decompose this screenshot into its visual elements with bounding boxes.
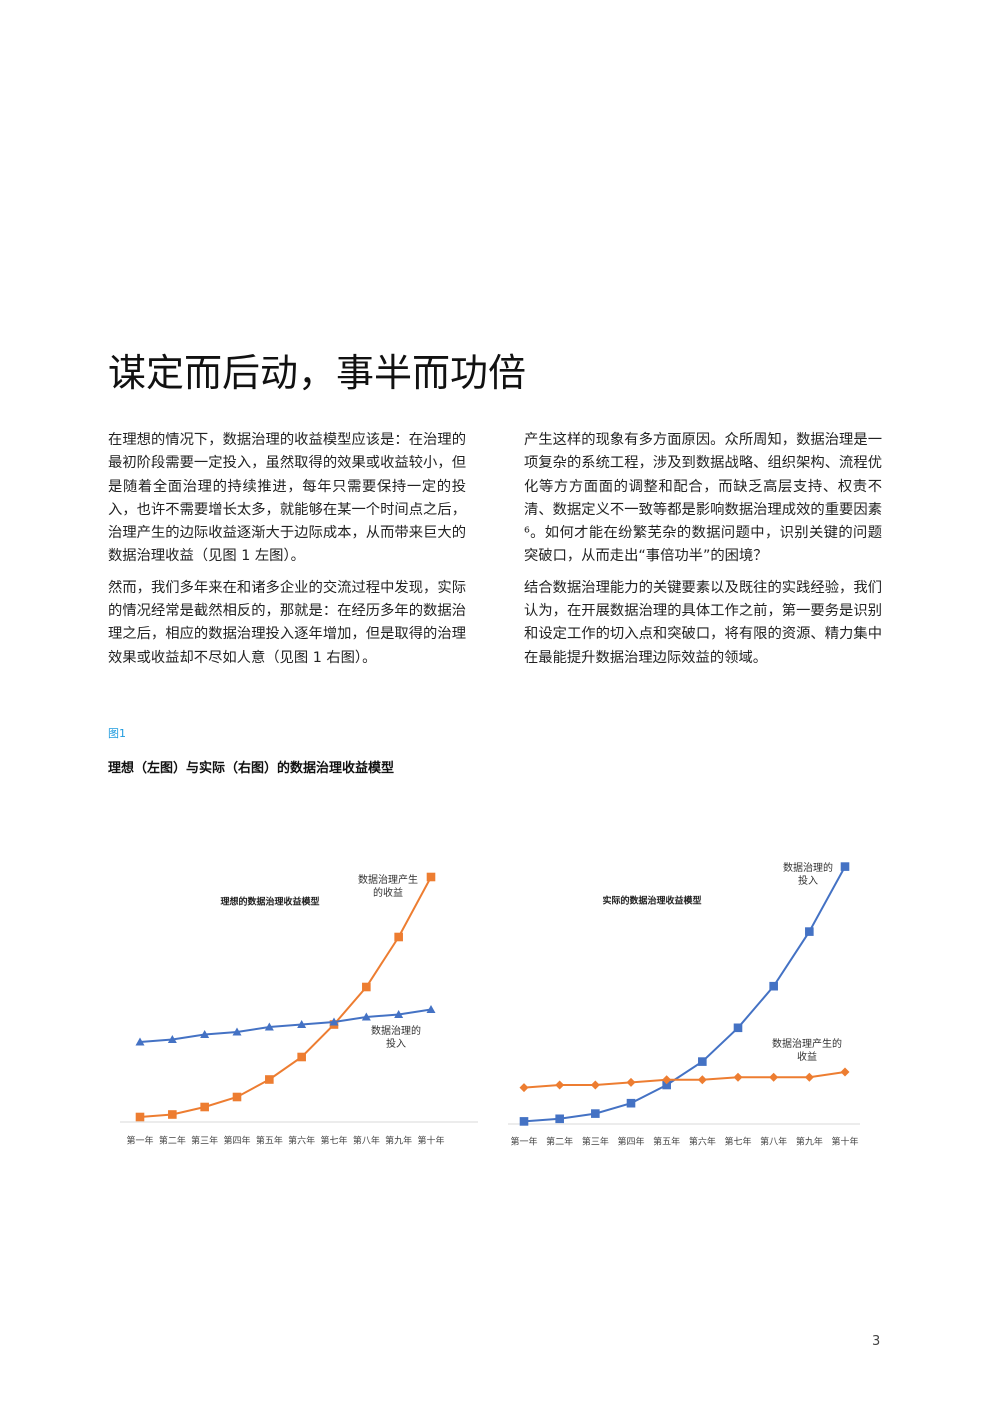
chart-title: 实际的数据治理收益模型 <box>602 895 701 907</box>
x-tick-label: 第三年 <box>191 1135 218 1147</box>
marker <box>805 927 814 936</box>
chart-title: 理想的数据治理收益模型 <box>220 896 319 908</box>
marker <box>519 1083 529 1093</box>
x-tick-label: 第五年 <box>256 1135 283 1147</box>
marker <box>265 1075 274 1084</box>
marker <box>135 1037 145 1046</box>
x-tick-label: 第八年 <box>353 1135 380 1147</box>
x-tick-label: 第二年 <box>159 1135 186 1147</box>
marker <box>426 1005 436 1013</box>
x-tick-label: 第四年 <box>223 1135 250 1147</box>
marker <box>697 1075 707 1085</box>
marker <box>626 1098 636 1108</box>
series-label: 数据治理产生的收益 <box>772 1039 842 1063</box>
marker <box>329 1017 339 1026</box>
marker <box>591 1109 600 1118</box>
page-title: 谋定而后动，事半而功倍 <box>108 351 527 395</box>
marker <box>840 1067 850 1077</box>
marker <box>733 1023 743 1033</box>
marker <box>167 1035 177 1043</box>
text-column: 产生这样的现象有多方面原因。众所周知，数据治理是一项复杂的系统工程，涉及到数据战… <box>524 429 882 678</box>
x-tick-label: 第八年 <box>760 1136 787 1148</box>
page-number: 3 <box>872 1334 881 1349</box>
marker <box>555 1080 565 1090</box>
marker <box>297 1052 306 1062</box>
marker <box>698 1057 707 1066</box>
x-tick-label: 第四年 <box>617 1136 644 1148</box>
marker <box>264 1022 274 1031</box>
text-column: 在理想的情况下，数据治理的收益模型应该是：在治理的最初阶段需要一定投入，虽然取得… <box>108 429 466 678</box>
figure-label: 图1 <box>108 727 126 740</box>
marker <box>394 1010 404 1018</box>
marker <box>769 1072 779 1082</box>
figure-caption: 理想（左图）与实际（右图）的数据治理收益模型 <box>108 761 395 776</box>
x-tick-label: 第十年 <box>831 1136 858 1148</box>
marker <box>135 1112 145 1122</box>
marker <box>232 1092 242 1102</box>
marker <box>840 862 850 871</box>
x-tick-label: 第六年 <box>288 1135 315 1147</box>
x-tick-label: 第一年 <box>126 1135 153 1147</box>
series-line <box>523 866 846 1123</box>
marker <box>769 981 778 991</box>
series-label: 数据治理的投入 <box>371 1026 421 1050</box>
marker <box>200 1102 209 1112</box>
marker <box>626 1077 636 1087</box>
marker <box>662 1075 672 1085</box>
marker <box>590 1080 600 1090</box>
marker <box>168 1110 177 1119</box>
marker <box>394 932 403 942</box>
x-tick-label: 第九年 <box>385 1135 412 1147</box>
series-label: 数据治理的投入 <box>783 863 833 887</box>
marker <box>519 1117 529 1126</box>
x-tick-label: 第七年 <box>320 1135 347 1147</box>
marker <box>555 1114 564 1124</box>
marker <box>361 1012 371 1021</box>
marker <box>200 1030 210 1038</box>
x-tick-label: 第九年 <box>796 1136 823 1148</box>
x-tick-label: 第七年 <box>724 1136 751 1148</box>
x-tick-label: 第十年 <box>417 1135 444 1147</box>
x-tick-label: 第二年 <box>546 1136 573 1148</box>
series-line <box>139 876 432 1118</box>
marker <box>232 1027 242 1036</box>
x-tick-label: 第一年 <box>510 1136 537 1148</box>
paragraph: 然而，我们多年来在和诸多企业的交流过程中发现，实际的情况经常是截然相反的，那就是… <box>108 579 466 666</box>
series-line <box>523 1071 846 1089</box>
marker <box>733 1072 743 1082</box>
x-tick-label: 第三年 <box>582 1136 609 1148</box>
x-tick-label: 第五年 <box>653 1136 680 1148</box>
paragraph: 产生这样的现象有多方面原因。众所周知，数据治理是一项复杂的系统工程，涉及到数据战… <box>524 432 882 565</box>
series-label: 数据治理产生的收益 <box>358 875 418 899</box>
marker <box>297 1020 307 1028</box>
x-tick-label: 第六年 <box>689 1136 716 1148</box>
marker <box>426 872 436 882</box>
marker <box>804 1072 814 1082</box>
series-line <box>139 1008 432 1043</box>
paragraph: 在理想的情况下，数据治理的收益模型应该是：在治理的最初阶段需要一定投入，虽然取得… <box>108 432 466 565</box>
paragraph: 结合数据治理能力的关键要素以及既往的实践经验，我们认为，在开展数据治理的具体工作… <box>524 579 882 666</box>
marker <box>362 982 371 992</box>
